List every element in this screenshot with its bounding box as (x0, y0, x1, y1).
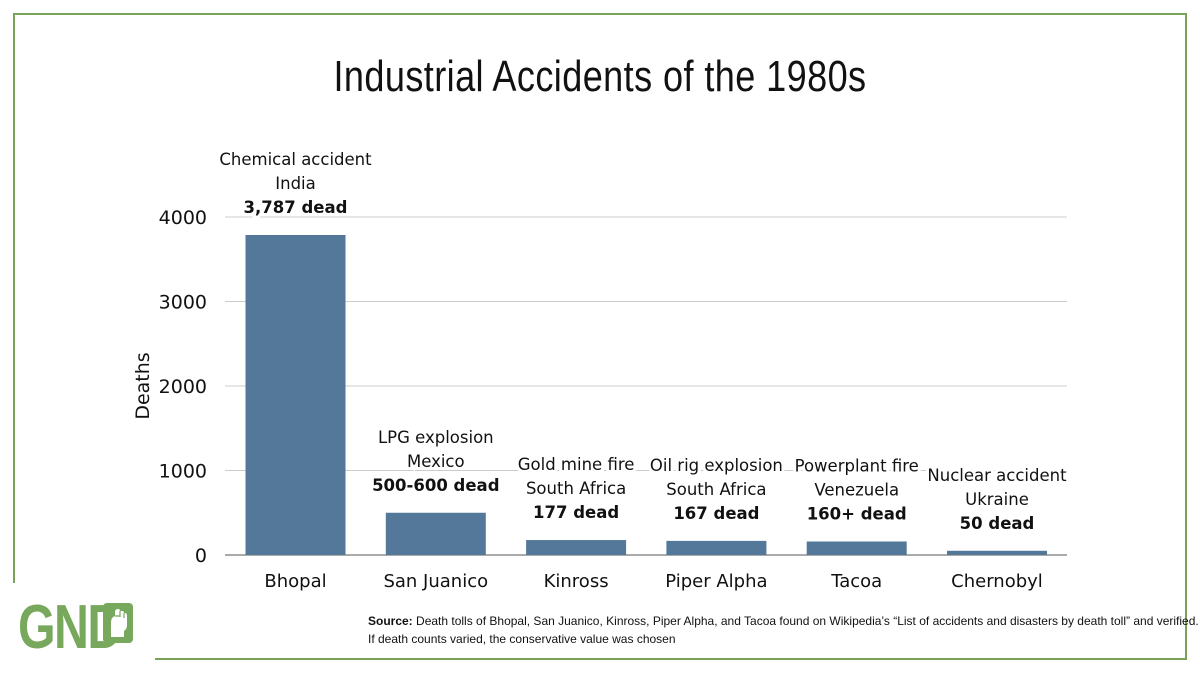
annotation-text: South Africa (666, 480, 766, 499)
annotation-text: Nuclear accident (927, 466, 1067, 485)
annotation-death-count: 50 dead (960, 514, 1035, 533)
x-tick-label: Bhopal (264, 571, 326, 592)
annotation-text: India (275, 174, 316, 193)
source-line-1: Death tolls of Bhopal, San Juanico, Kinr… (416, 614, 1199, 628)
y-tick-label: 2000 (159, 376, 207, 398)
annotation-death-count: 500-600 dead (372, 476, 499, 495)
x-tick-label: San Juanico (383, 571, 488, 592)
x-tick-label: Tacoa (830, 571, 882, 592)
annotation-text: Oil rig explosion (650, 456, 783, 475)
annotation-text: Gold mine fire (518, 455, 635, 474)
x-tick-label: Chernobyl (951, 571, 1043, 592)
annotation-text: LPG explosion (378, 428, 494, 447)
bar (245, 234, 346, 555)
green-frame (13, 13, 1187, 660)
chart-title: Industrial Accidents of the 1980s (333, 52, 867, 101)
bar (806, 541, 907, 555)
source-label: Source: (368, 614, 413, 628)
annotation-death-count: 160+ dead (807, 504, 907, 523)
annotation-text: Ukraine (965, 490, 1029, 509)
x-tick-label: Kinross (544, 571, 609, 592)
annotation-text: Powerplant fire (795, 456, 919, 475)
bar (666, 540, 767, 555)
bar (947, 550, 1047, 555)
x-tick-label: Piper Alpha (665, 571, 767, 592)
raised-fist-icon (103, 603, 133, 643)
annotation-death-count: 177 dead (533, 503, 619, 522)
annotation-death-count: 3,787 dead (244, 198, 348, 217)
y-tick-label: 3000 (159, 292, 207, 314)
annotation-text: Venezuela (814, 480, 899, 499)
annotation-text: Mexico (407, 452, 465, 471)
y-tick-label: 4000 (159, 207, 207, 229)
annotation-text: South Africa (526, 479, 626, 498)
annotation-text: Chemical accident (219, 150, 372, 169)
source-note: Source: Death tolls of Bhopal, San Juani… (368, 612, 1199, 648)
y-axis-label: Deaths (132, 352, 154, 419)
y-tick-label: 0 (195, 545, 207, 567)
y-tick-label: 1000 (159, 461, 207, 483)
bar (526, 540, 627, 555)
bar (385, 512, 486, 555)
source-line-2: If death counts varied, the conservative… (368, 632, 676, 646)
annotation-death-count: 167 dead (673, 504, 759, 523)
